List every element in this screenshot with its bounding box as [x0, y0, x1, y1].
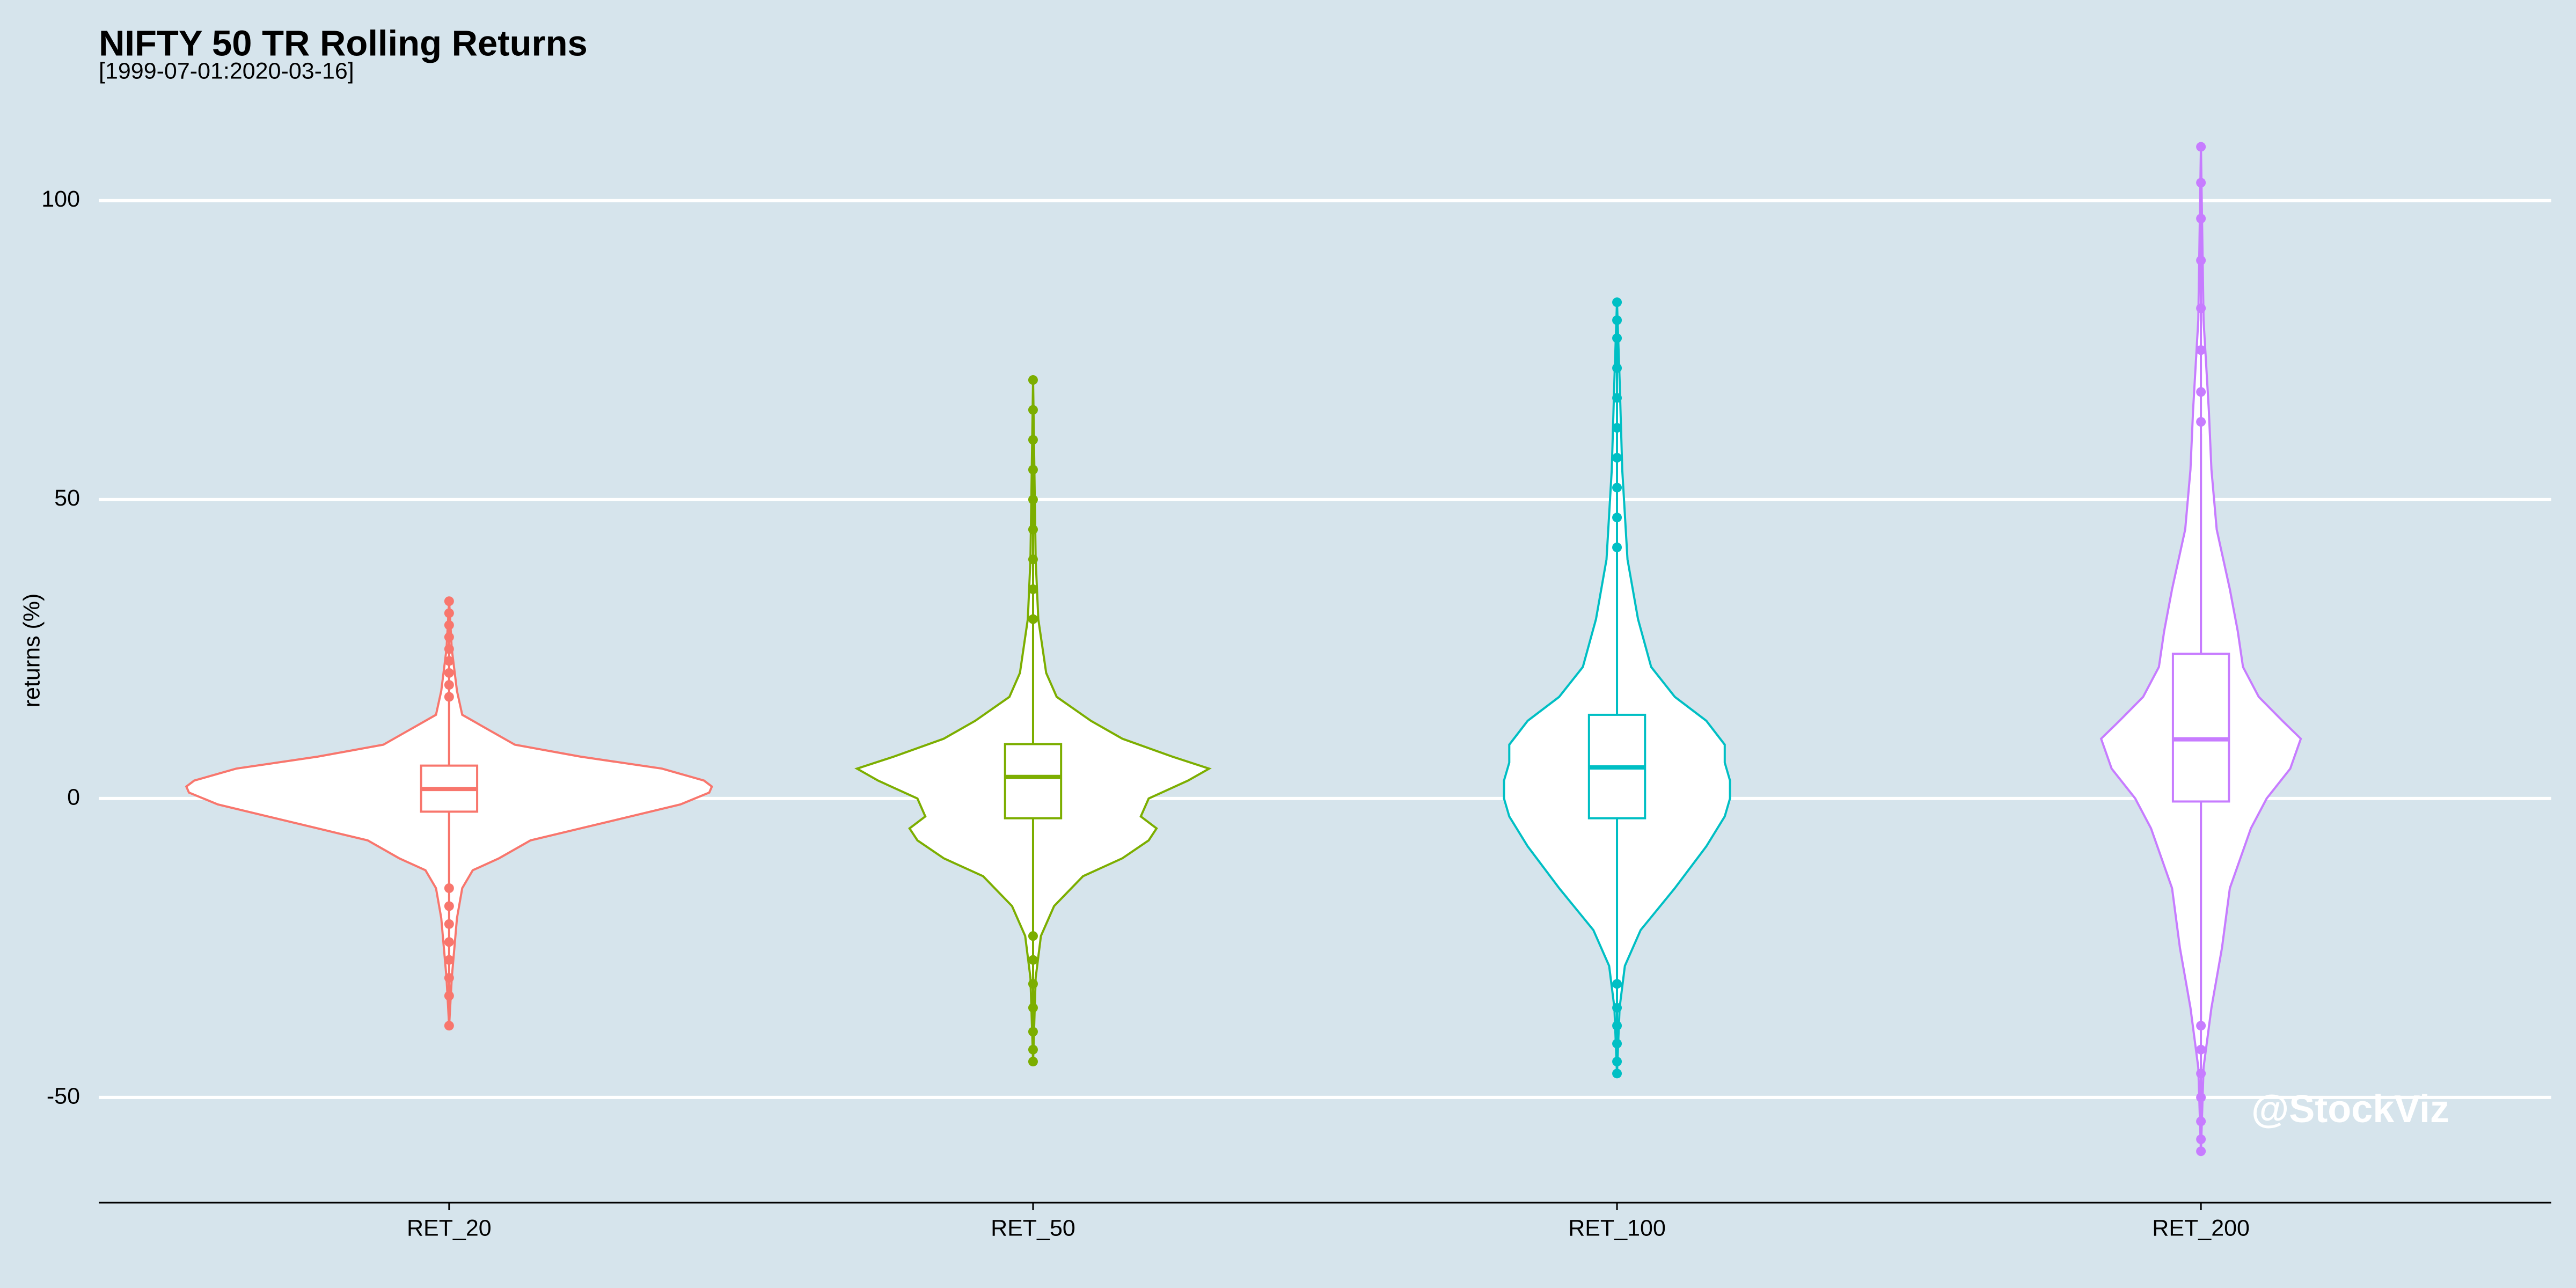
- outlier: [2196, 1044, 2206, 1055]
- violin: [2099, 147, 2202, 1152]
- y-tick-label: -50: [47, 1083, 80, 1109]
- outlier: [2196, 1069, 2206, 1079]
- outlier: [444, 656, 454, 666]
- violin: [1503, 302, 1618, 1074]
- outlier: [1028, 554, 1038, 565]
- x-tick-label: RET_20: [407, 1215, 492, 1241]
- y-tick-label: 0: [67, 784, 80, 810]
- outlier: [1612, 363, 1622, 373]
- outlier: [2196, 345, 2206, 355]
- violin: [2200, 147, 2302, 1152]
- outlier: [1028, 584, 1038, 594]
- outlier: [1612, 979, 1622, 989]
- outlier: [2196, 142, 2206, 152]
- violin: [1616, 302, 1731, 1074]
- outlier: [1612, 423, 1622, 433]
- outlier: [1028, 931, 1038, 941]
- outlier: [1028, 405, 1038, 415]
- y-tick-label: 50: [54, 485, 80, 511]
- outlier: [1028, 375, 1038, 385]
- outlier: [1612, 452, 1622, 463]
- outlier: [1612, 297, 1622, 308]
- box: [1004, 743, 1063, 819]
- outlier: [1028, 1044, 1038, 1055]
- outlier: [1612, 393, 1622, 403]
- outlier: [2196, 1146, 2206, 1157]
- outlier: [1028, 494, 1038, 504]
- outlier: [2196, 1021, 2206, 1031]
- outlier: [1028, 435, 1038, 445]
- outlier: [1612, 1069, 1622, 1079]
- outlier: [2196, 303, 2206, 313]
- outlier: [1612, 1038, 1622, 1049]
- outlier: [2196, 1092, 2206, 1102]
- outlier: [1612, 513, 1622, 523]
- outlier: [444, 937, 454, 947]
- outlier: [444, 955, 454, 965]
- outlier: [1612, 315, 1622, 325]
- violin: [1032, 379, 1212, 1062]
- watermark: @StockViz: [2251, 1088, 2449, 1131]
- chart-subtitle: [1999-07-01:2020-03-16]: [99, 58, 354, 84]
- outlier: [1028, 1002, 1038, 1013]
- outlier: [444, 919, 454, 929]
- outlier: [1612, 1021, 1622, 1031]
- outlier: [1028, 465, 1038, 475]
- outlier: [1028, 1057, 1038, 1067]
- outlier: [1612, 1057, 1622, 1067]
- outlier: [444, 620, 454, 630]
- outlier: [444, 608, 454, 618]
- outlier: [444, 680, 454, 690]
- outlier: [1028, 955, 1038, 965]
- outlier: [444, 668, 454, 678]
- outlier: [1028, 614, 1038, 624]
- outlier: [444, 901, 454, 911]
- outlier: [444, 883, 454, 894]
- outlier: [2196, 255, 2206, 266]
- outlier: [2196, 1134, 2206, 1144]
- x-tick-label: RET_100: [1568, 1215, 1666, 1241]
- outlier: [444, 644, 454, 654]
- outlier: [2196, 214, 2206, 224]
- outlier: [2196, 178, 2206, 188]
- outlier: [444, 973, 454, 983]
- y-axis-label: returns (%): [19, 594, 45, 708]
- outlier: [1612, 482, 1622, 493]
- outlier: [444, 692, 454, 702]
- outlier: [1612, 333, 1622, 343]
- outlier: [444, 1021, 454, 1031]
- violin: [185, 601, 450, 1026]
- outlier: [2196, 1116, 2206, 1126]
- outlier: [1612, 1002, 1622, 1013]
- outlier: [1028, 524, 1038, 535]
- outlier: [444, 991, 454, 1001]
- outlier: [1612, 542, 1622, 552]
- outlier: [1028, 1027, 1038, 1037]
- violin: [448, 601, 713, 1026]
- outlier: [444, 596, 454, 606]
- x-tick-label: RET_50: [991, 1215, 1075, 1241]
- chart-title: NIFTY 50 TR Rolling Returns: [99, 24, 588, 64]
- outlier: [1028, 979, 1038, 989]
- box: [2171, 653, 2230, 803]
- y-tick-label: 100: [41, 186, 80, 212]
- outlier: [444, 632, 454, 642]
- x-tick-label: RET_200: [2152, 1215, 2250, 1241]
- outlier: [2196, 387, 2206, 397]
- violin: [854, 379, 1034, 1062]
- outlier: [2196, 417, 2206, 427]
